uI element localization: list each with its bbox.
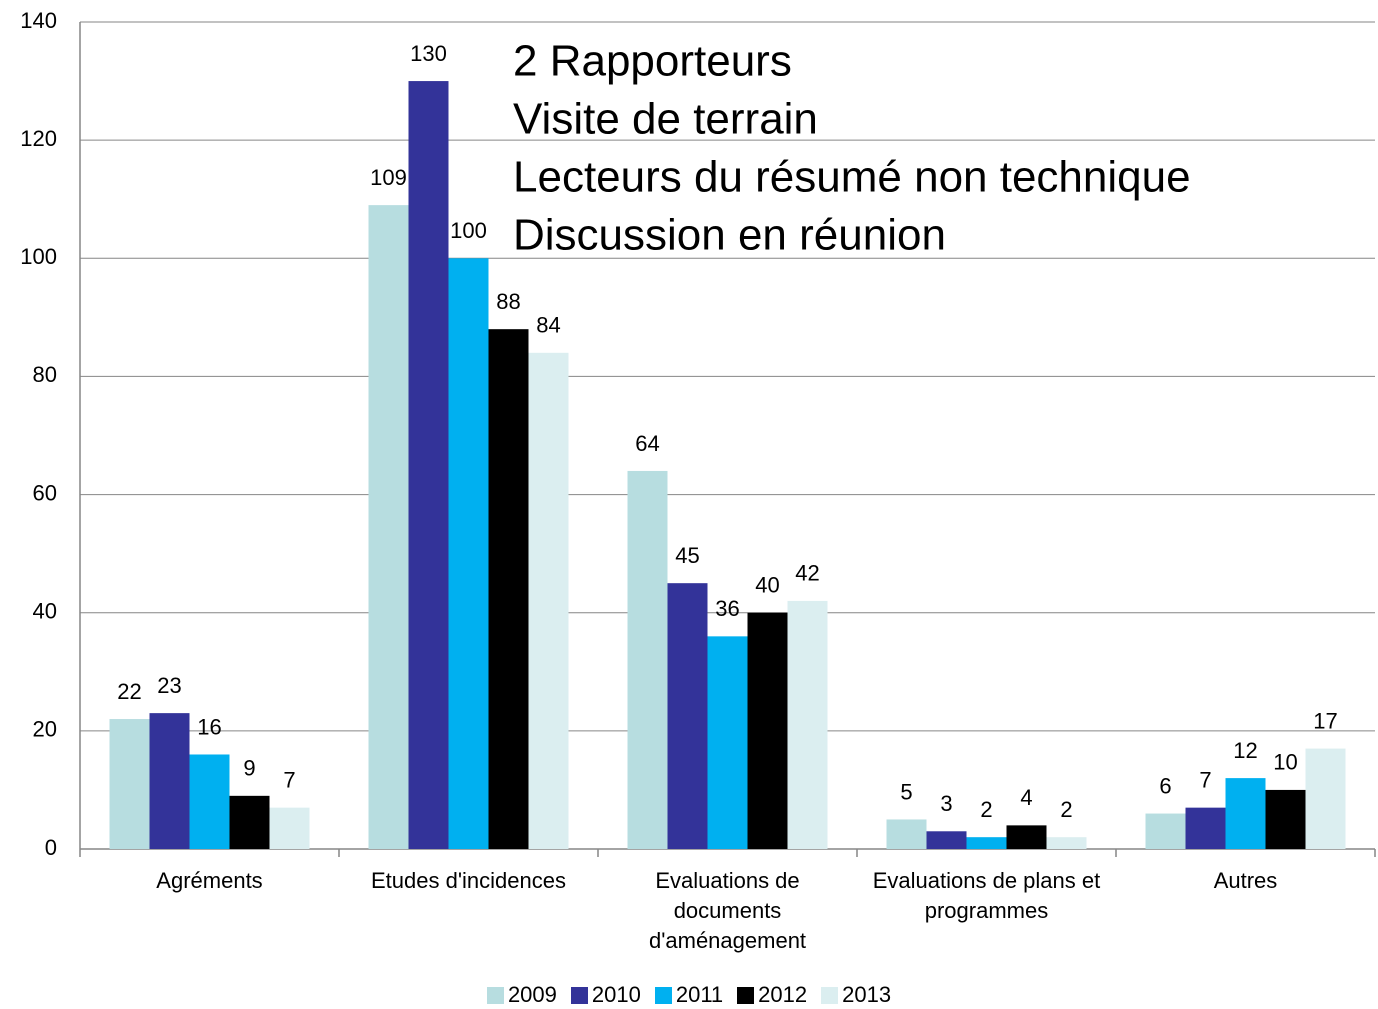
legend-swatch — [737, 986, 755, 1004]
bar — [109, 719, 150, 849]
legend-swatch — [654, 986, 672, 1004]
legend-item: 2013 — [821, 982, 891, 1008]
bar — [1145, 813, 1186, 849]
legend-label: 2011 — [675, 982, 724, 1007]
data-label: 6 — [1159, 773, 1171, 798]
data-label: 3 — [940, 791, 952, 816]
data-label: 9 — [243, 756, 255, 781]
data-label: 64 — [635, 431, 659, 456]
data-label: 17 — [1313, 708, 1337, 733]
data-label: 23 — [157, 673, 181, 698]
bar — [747, 612, 788, 849]
data-label: 5 — [900, 779, 912, 804]
y-tick-label: 0 — [45, 835, 57, 860]
legend-swatch — [821, 986, 839, 1004]
bar — [1265, 789, 1306, 849]
data-label: 42 — [795, 561, 819, 586]
bar — [1046, 837, 1087, 849]
bar — [269, 807, 310, 849]
bar — [966, 837, 1007, 849]
data-label: 10 — [1273, 750, 1297, 775]
y-tick-label: 120 — [20, 126, 57, 151]
bar — [667, 583, 708, 849]
bar — [448, 258, 489, 849]
x-tick-label: Etudes d'incidences — [371, 868, 566, 893]
bar — [368, 205, 409, 849]
bar — [1006, 825, 1047, 849]
annotation: Lecteurs du résumé non technique — [513, 153, 1191, 202]
x-tick-label: Autres — [1213, 868, 1278, 893]
annotation: Discussion en réunion — [513, 211, 946, 260]
legend-swatch — [570, 986, 588, 1004]
data-label: 2 — [1060, 797, 1072, 822]
data-label: 16 — [197, 714, 221, 739]
data-label: 100 — [450, 218, 487, 243]
bar — [149, 713, 190, 849]
data-label: 45 — [675, 543, 699, 568]
data-label: 7 — [283, 767, 295, 792]
bar — [229, 795, 270, 849]
bar — [707, 636, 748, 849]
legend-item: 2012 — [737, 982, 807, 1008]
data-label: 88 — [496, 289, 520, 314]
bar — [1185, 807, 1226, 849]
legend-swatch — [486, 986, 504, 1004]
bar — [1225, 778, 1266, 849]
legend-item: 2009 — [486, 982, 557, 1008]
bar — [528, 352, 569, 849]
y-tick-label: 40 — [33, 599, 57, 624]
bar — [1305, 748, 1346, 849]
legend-label: 2012 — [758, 982, 808, 1007]
y-tick-label: 60 — [33, 480, 57, 505]
bar — [926, 831, 967, 849]
bar — [408, 81, 449, 850]
y-tick-label: 20 — [33, 717, 57, 742]
data-label: 12 — [1233, 738, 1257, 763]
bar — [627, 470, 668, 849]
annotation: Visite de terrain — [513, 95, 818, 144]
bar — [787, 600, 828, 849]
x-tick-label: Evaluations de plans et programmes — [872, 868, 1101, 923]
data-label: 40 — [755, 573, 779, 598]
data-label: 36 — [715, 596, 739, 621]
bar — [886, 819, 927, 849]
y-tick-label: 80 — [33, 362, 57, 387]
y-tick-label: 140 — [20, 8, 57, 33]
y-tick-label: 100 — [20, 244, 57, 269]
data-label: 4 — [1020, 785, 1032, 810]
data-label: 7 — [1199, 767, 1211, 792]
annotation: 2 Rapporteurs — [513, 37, 792, 86]
data-label: 130 — [410, 41, 447, 66]
data-label: 22 — [117, 679, 141, 704]
data-label: 2 — [980, 797, 992, 822]
legend-label: 2010 — [591, 982, 641, 1007]
data-label: 109 — [370, 165, 407, 190]
legend-label: 2009 — [507, 982, 557, 1007]
data-label: 84 — [536, 313, 560, 338]
x-tick-label: Evaluations de documents d'aménagement — [648, 868, 807, 953]
bar — [488, 329, 529, 850]
legend: 2009 2010 2011 2012 2013 — [0, 982, 1378, 1008]
legend-item: 2010 — [570, 982, 641, 1008]
legend-label: 2013 — [842, 982, 892, 1007]
bar — [189, 754, 230, 849]
legend-item: 2011 — [654, 982, 724, 1008]
x-tick-label: Agréments — [156, 868, 263, 893]
